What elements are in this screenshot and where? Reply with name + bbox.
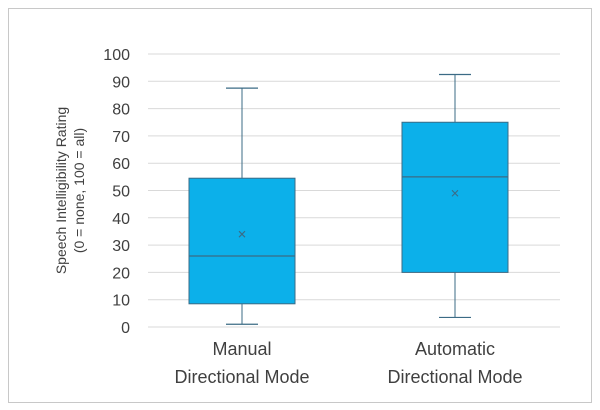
- box-1: [401, 73, 509, 319]
- category-labels: Manual Directional Mode Automatic Direct…: [174, 339, 522, 387]
- y-tick-labels: 0 10 20 30 40 50 60 70 80 90 100: [103, 47, 130, 337]
- iqr-box: [401, 121, 509, 273]
- mean-marker-b: [451, 189, 459, 197]
- box-0: [188, 87, 296, 325]
- category-label-automatic-line-2: Directional Mode: [387, 367, 522, 387]
- y-tick-label-0: 0: [121, 320, 130, 337]
- y-tick-label-80: 80: [112, 102, 130, 119]
- y-tick-label-70: 70: [112, 129, 130, 146]
- y-axis-title: Speech Intelligibility Rating (0 = none,…: [53, 107, 87, 274]
- y-axis-title-line-1: Speech Intelligibility Rating: [53, 107, 69, 274]
- y-tick-label-40: 40: [112, 211, 130, 228]
- category-label-automatic-line-1: Automatic: [415, 339, 495, 359]
- y-tick-label-100: 100: [103, 47, 130, 64]
- boxes: [188, 73, 509, 325]
- category-label-manual-line-1: Manual: [212, 339, 271, 359]
- iqr-box: [188, 177, 296, 305]
- category-label-manual-line-2: Directional Mode: [174, 367, 309, 387]
- mean-marker-b: [238, 230, 246, 238]
- y-tick-label-10: 10: [112, 293, 130, 310]
- y-tick-label-50: 50: [112, 184, 130, 201]
- y-axis-title-line-2: (0 = none, 100 = all): [71, 128, 87, 253]
- y-tick-label-20: 20: [112, 265, 130, 282]
- y-tick-label-90: 90: [112, 74, 130, 91]
- y-tick-label-60: 60: [112, 156, 130, 173]
- y-tick-label-30: 30: [112, 238, 130, 255]
